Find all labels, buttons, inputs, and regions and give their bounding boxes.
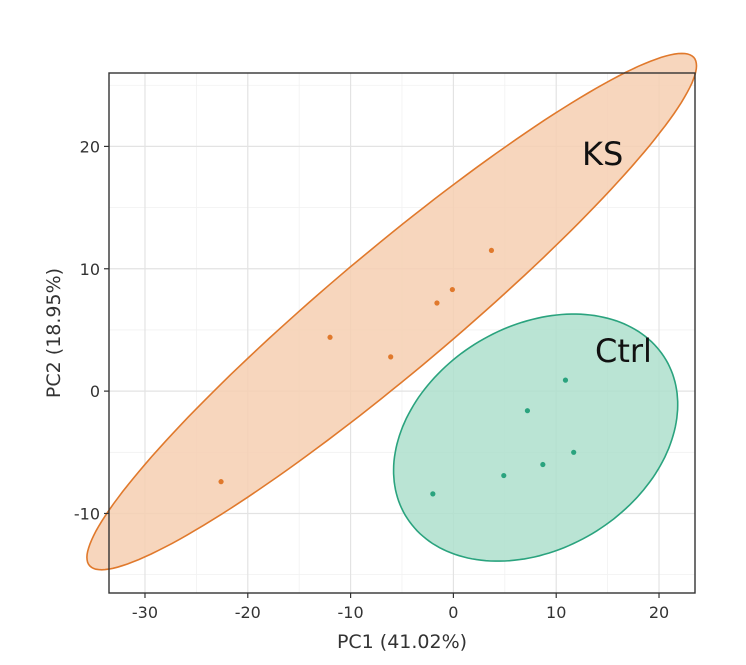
point-ks [449, 286, 455, 293]
group-label-ctrl: Ctrl [595, 332, 652, 370]
point-ks [218, 479, 224, 485]
point-ctrl [540, 461, 546, 468]
point-ks [388, 354, 394, 360]
point-ctrl [430, 491, 436, 497]
point-ks [488, 247, 495, 254]
x-tick-label: -20 [235, 603, 261, 622]
y-tick-label: 0 [90, 382, 100, 401]
point-ks [434, 300, 440, 306]
x-tick-label: -30 [132, 603, 158, 622]
y-tick-label: 10 [80, 260, 100, 279]
x-tick-label: 20 [649, 603, 669, 622]
point-ks [327, 334, 333, 340]
y-axis-title: PC2 (18.95%) [43, 268, 65, 398]
data-points [218, 247, 577, 497]
ellipse-ks [86, 52, 698, 571]
point-ctrl [501, 472, 507, 479]
axis-ticks: -30 -20 -10 0 10 20 -10 0 10 20 [74, 137, 669, 622]
confidence-ellipses [86, 52, 698, 571]
group-labels: KS Ctrl [582, 135, 652, 370]
x-tick-label: 10 [546, 603, 566, 622]
plot-frame [108, 72, 696, 594]
ellipse-ctrl [392, 313, 679, 562]
x-tick-label: 0 [448, 603, 458, 622]
x-axis-title: PC1 (41.02%) [337, 631, 467, 653]
y-tick-label: -10 [74, 504, 100, 523]
point-ctrl [524, 408, 531, 414]
group-label-ks: KS [582, 135, 623, 173]
y-tick-label: 20 [80, 137, 100, 156]
point-ctrl [562, 377, 569, 383]
x-tick-label: -10 [338, 603, 364, 622]
point-ctrl [571, 449, 577, 455]
